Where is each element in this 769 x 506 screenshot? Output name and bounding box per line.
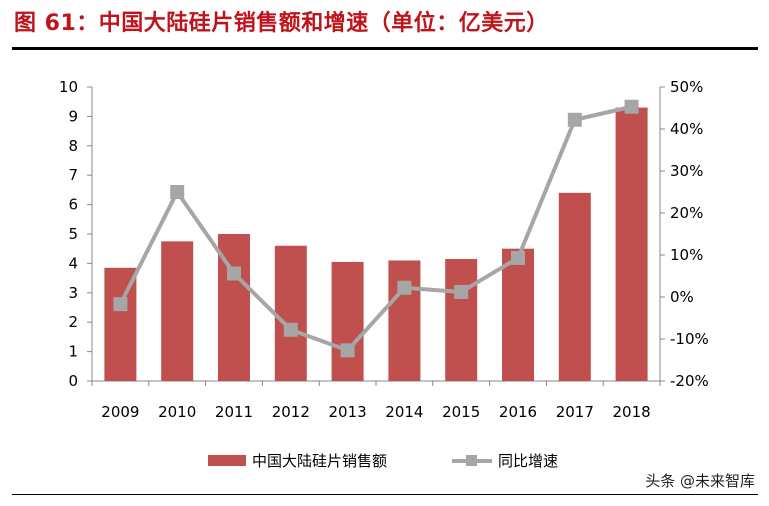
- legend-bar-swatch: [208, 455, 246, 466]
- watermark: 头条 @未来智库: [645, 472, 755, 490]
- right-tick-label: 30%: [670, 162, 703, 180]
- left-tick-label: 8: [68, 137, 78, 155]
- growth-point-2014: [397, 280, 412, 295]
- left-tick-label: 0: [68, 372, 78, 390]
- left-tick-label: 2: [68, 313, 78, 331]
- left-tick-label: 10: [59, 78, 78, 96]
- growth-point-2016: [511, 250, 525, 265]
- left-tick-label: 4: [68, 254, 78, 272]
- legend-line: 同比增速: [452, 450, 558, 471]
- growth-point-2018: [624, 99, 639, 114]
- right-tick-label: 50%: [670, 78, 703, 96]
- left-tick-label: 6: [68, 196, 78, 214]
- legend-bar: 中国大陆硅片销售额: [208, 450, 387, 471]
- growth-line: [118, 104, 633, 353]
- bottom-rule: [12, 494, 758, 495]
- legend-bar-label: 中国大陆硅片销售额: [252, 452, 388, 470]
- left-tick-label: 1: [68, 343, 78, 361]
- legend-line-swatch: [452, 455, 492, 466]
- bar-2017: [558, 192, 591, 381]
- title-rule: [12, 47, 758, 50]
- bar-2018: [615, 107, 648, 381]
- right-tick-label: 0%: [670, 288, 694, 306]
- growth-point-2017: [567, 112, 582, 127]
- x-tick-label: 2014: [385, 403, 423, 421]
- left-tick-label: 3: [68, 284, 78, 302]
- x-tick-label: 2013: [329, 403, 367, 421]
- left-tick-label: 9: [68, 107, 78, 125]
- bar-2014: [388, 260, 421, 381]
- x-tick-label: 2011: [215, 403, 253, 421]
- bar-2016: [502, 248, 534, 381]
- growth-point-2011: [227, 266, 241, 281]
- x-tick-label: 2010: [158, 403, 196, 421]
- legend-line-label: 同比增速: [498, 452, 559, 470]
- growth-point-2010: [170, 185, 185, 199]
- growth-point-2012: [283, 322, 298, 337]
- left-tick-label: 5: [68, 225, 78, 243]
- x-tick-label: 2009: [101, 403, 139, 421]
- growth-point-2015: [454, 284, 469, 299]
- x-tick-label: 2012: [272, 403, 310, 421]
- right-tick-label: 40%: [670, 120, 703, 138]
- right-tick-label: -20%: [670, 372, 709, 390]
- x-tick-label: 2016: [499, 403, 537, 421]
- x-tick-label: 2018: [613, 403, 651, 421]
- right-tick-label: 10%: [670, 246, 703, 264]
- bar-2015: [445, 258, 478, 381]
- figure-title: 图 61：中国大陆硅片销售额和增速（单位：亿美元）: [14, 11, 549, 36]
- x-tick-label: 2015: [442, 403, 480, 421]
- bar-2013: [331, 261, 364, 381]
- right-tick-label: 20%: [670, 204, 703, 222]
- growth-point-2009: [113, 297, 128, 312]
- x-tick-label: 2017: [556, 403, 594, 421]
- bar-2010: [161, 241, 194, 381]
- bar-2012: [274, 245, 307, 381]
- right-tick-label: -10%: [670, 330, 709, 348]
- growth-point-2013: [340, 343, 355, 358]
- left-tick-label: 7: [68, 166, 78, 184]
